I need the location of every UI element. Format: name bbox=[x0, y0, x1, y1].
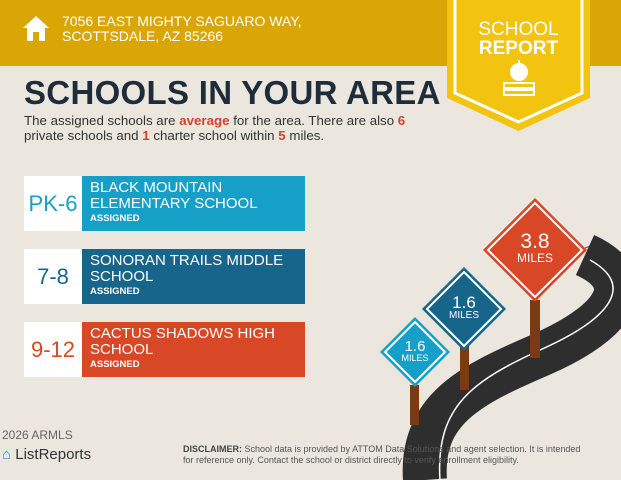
page-title: SCHOOLS IN YOUR AREA bbox=[24, 74, 441, 111]
grade-range: 9-12 bbox=[24, 322, 82, 377]
sign-post bbox=[410, 385, 419, 425]
grade-range: PK-6 bbox=[24, 176, 82, 231]
sign-distance: 1.6 MILES bbox=[439, 294, 489, 321]
sign-distance-unit: MILES bbox=[448, 310, 479, 321]
private-count: 6 bbox=[397, 113, 406, 128]
rating: average bbox=[179, 113, 230, 128]
sign-distance-value: 3.8 bbox=[520, 230, 550, 253]
school-status: ASSIGNED bbox=[90, 286, 140, 297]
apple-books-icon bbox=[503, 60, 535, 96]
badge-title: SCHOOL REPORT bbox=[447, 20, 590, 58]
school-status: ASSIGNED bbox=[90, 213, 140, 224]
sign-post bbox=[530, 300, 540, 358]
school-name: BLACK MOUNTAIN ELEMENTARY SCHOOL bbox=[90, 179, 258, 212]
sign-distance-value: 1.6 bbox=[404, 338, 426, 355]
property-address: 7056 EAST MIGHTY SAGUARO WAY, SCOTTSDALE… bbox=[62, 13, 302, 44]
distance-sign bbox=[422, 267, 506, 351]
school-report-badge bbox=[447, 0, 590, 131]
distance-sign bbox=[380, 317, 450, 387]
badge-line1: SCHOOL bbox=[478, 19, 559, 40]
disclaimer: DISCLAIMER: School data is provided by A… bbox=[183, 444, 581, 465]
school-name: SONORAN TRAILS MIDDLE SCHOOL bbox=[90, 252, 284, 285]
charter-count: 1 bbox=[142, 128, 150, 143]
sign-distance: 1.6 MILES bbox=[394, 339, 436, 363]
school-name: CACTUS SHADOWS HIGH SCHOOL bbox=[90, 325, 276, 358]
distance-sign bbox=[483, 198, 587, 302]
badge-line2: REPORT bbox=[478, 38, 559, 59]
school-card[interactable]: 9-12 CACTUS SHADOWS HIGH SCHOOL ASSIGNED bbox=[24, 322, 305, 377]
grade-range: 7-8 bbox=[24, 249, 82, 304]
radius-miles: 5 bbox=[278, 128, 286, 143]
sign-distance-value: 1.6 bbox=[452, 293, 476, 312]
sign-post bbox=[460, 345, 469, 390]
sign-distance-unit: MILES bbox=[516, 251, 553, 265]
home-icon bbox=[23, 16, 49, 41]
school-status: ASSIGNED bbox=[90, 359, 140, 370]
sign-distance: 3.8 MILES bbox=[504, 231, 566, 264]
watermark: 2026 ARMLS bbox=[2, 428, 73, 442]
school-card[interactable]: PK-6 BLACK MOUNTAIN ELEMENTARY SCHOOL ASS… bbox=[24, 176, 305, 231]
sign-distance-unit: MILES bbox=[401, 353, 429, 363]
school-card[interactable]: 7-8 SONORAN TRAILS MIDDLE SCHOOL ASSIGNED bbox=[24, 249, 305, 304]
summary-text: The assigned schools are average for the… bbox=[24, 113, 406, 143]
listreports-logo: ⌂ ListReports bbox=[2, 446, 92, 463]
